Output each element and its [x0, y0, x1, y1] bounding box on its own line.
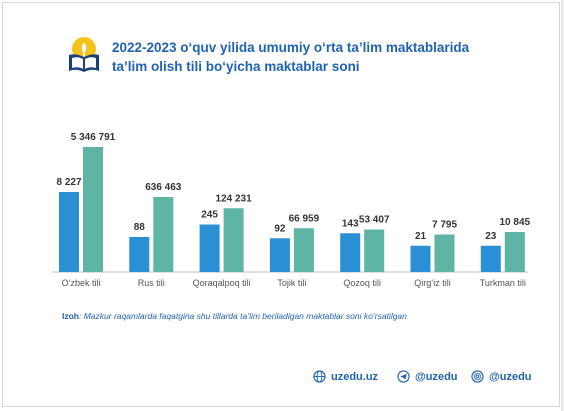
data-label-schools-2: 245 [201, 210, 218, 221]
bar-schools-5 [410, 245, 431, 272]
instagram-icon [471, 370, 484, 383]
globe-icon [313, 370, 326, 383]
bar-schools-1 [129, 237, 150, 272]
telegram-text: @uzedu [415, 370, 458, 383]
bar-students-4 [364, 229, 385, 272]
bar-chart: 8 227 5 346 791 O‘zbek tili 88 636 463 Rus ti… [52, 132, 531, 288]
data-label-schools-0: 8 227 [56, 177, 81, 188]
bar-students-6 [504, 232, 525, 272]
title-line-1: 2022-2023 o‘quv yilida umumiy o‘rta ta’l… [112, 40, 470, 55]
bar-schools-2 [199, 224, 220, 272]
data-label-students-2: 124 231 [216, 193, 253, 204]
data-label-students-6: 10 845 [500, 217, 531, 228]
title-line-2: ta’lim olish tili bo‘yicha maktablar son… [112, 59, 360, 74]
category-label-6: Turkman tili [480, 278, 526, 288]
data-label-schools-1: 88 [134, 222, 146, 233]
data-label-students-1: 636 463 [145, 182, 182, 193]
data-label-schools-4: 143 [342, 218, 359, 229]
bar-schools-0 [59, 192, 79, 272]
website-link[interactable]: uzedu.uz [313, 370, 378, 383]
category-label-1: Rus tili [138, 278, 165, 288]
bar-schools-4 [340, 233, 361, 272]
category-label-3: Tojik tili [277, 278, 306, 288]
data-label-students-4: 53 407 [359, 215, 390, 226]
data-label-students-3: 66 959 [289, 213, 320, 224]
bar-students-2 [223, 208, 244, 272]
category-label-2: Qoraqalpoq tili [193, 278, 251, 288]
data-label-schools-3: 92 [274, 223, 286, 234]
category-label-5: Qirg‘iz tili [414, 278, 451, 288]
data-label-students-5: 7 795 [432, 220, 457, 231]
chart-title: 2022-2023 o‘quv yilida umumiy o‘rta ta’l… [112, 38, 469, 76]
instagram-link[interactable]: @uzedu [471, 370, 532, 383]
telegram-icon [397, 370, 410, 383]
data-label-students-0: 5 346 791 [71, 132, 116, 143]
data-label-schools-6: 23 [485, 231, 497, 242]
data-label-schools-5: 21 [415, 231, 427, 242]
bar-schools-3 [269, 238, 290, 272]
footnote: Izoh: Mazkur raqamlarda faqatgina shu ti… [62, 311, 407, 321]
bar-schools-6 [480, 245, 501, 272]
bar-students-1 [153, 197, 174, 272]
footnote-label: Izoh [62, 311, 79, 321]
bar-students-0 [83, 147, 103, 272]
telegram-link[interactable]: @uzedu [397, 370, 458, 383]
scroll-edge [561, 0, 564, 411]
instagram-text: @uzedu [489, 370, 532, 383]
footnote-text: : Mazkur raqamlarda faqatgina shu tillar… [79, 311, 407, 321]
category-label-4: Qozoq tili [343, 278, 381, 288]
category-label-0: O‘zbek tili [61, 278, 100, 288]
bar-students-5 [434, 234, 455, 272]
book-logo-icon [69, 37, 99, 72]
bar-students-3 [293, 228, 314, 272]
website-text: uzedu.uz [331, 370, 379, 383]
